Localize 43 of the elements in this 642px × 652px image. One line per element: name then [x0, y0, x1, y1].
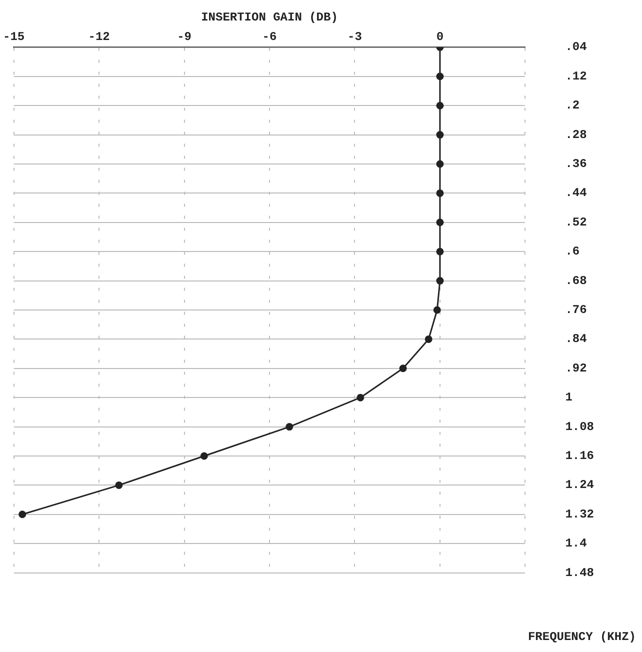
- y-tick-label: 1.48: [565, 566, 594, 580]
- x-tick-label: -3: [348, 30, 362, 44]
- y-tick-label: .04: [565, 40, 587, 54]
- point: [436, 131, 444, 139]
- point: [399, 364, 407, 372]
- point: [356, 394, 364, 402]
- y-tick-label: .52: [565, 215, 587, 230]
- point: [286, 423, 294, 431]
- y-tick-label: .68: [565, 274, 587, 288]
- x-tick-label: -9: [177, 30, 192, 44]
- point: [424, 335, 432, 343]
- y-tick-label: 1.08: [565, 420, 594, 434]
- x-tick-label: 0: [436, 30, 444, 44]
- y-tick-label: .2: [565, 98, 580, 113]
- x-tick-label: -6: [262, 30, 277, 44]
- point: [436, 189, 444, 197]
- y-tick-label: .36: [565, 157, 587, 172]
- point: [436, 102, 444, 110]
- x-axis-title: INSERTION GAIN (DB): [201, 10, 338, 25]
- y-tick-label: .28: [565, 128, 587, 142]
- y-tick-label: .76: [565, 303, 587, 318]
- x-tick-label: -15: [2, 30, 25, 44]
- y-tick-label: .44: [565, 186, 587, 200]
- point: [433, 306, 441, 314]
- point: [436, 218, 444, 226]
- y-tick-label: .84: [565, 332, 587, 346]
- point: [436, 72, 444, 80]
- y-tick-label: 1: [565, 390, 572, 405]
- point: [436, 277, 444, 285]
- point: [436, 160, 444, 168]
- y-tick-label: .92: [565, 361, 587, 376]
- x-tick-label: -12: [88, 30, 110, 44]
- y-tick-label: 1.16: [565, 449, 594, 464]
- point: [18, 510, 26, 518]
- y-tick-label: .12: [565, 69, 587, 84]
- point: [115, 481, 123, 489]
- y-tick-label: 1.4: [565, 536, 587, 551]
- point: [200, 452, 208, 460]
- y-axis-title: FREQUENCY (KHZ): [528, 630, 636, 644]
- y-tick-label: .6: [565, 244, 580, 259]
- y-tick-label: 1.32: [565, 507, 594, 522]
- y-tick-label: 1.24: [565, 478, 594, 492]
- point: [436, 248, 444, 256]
